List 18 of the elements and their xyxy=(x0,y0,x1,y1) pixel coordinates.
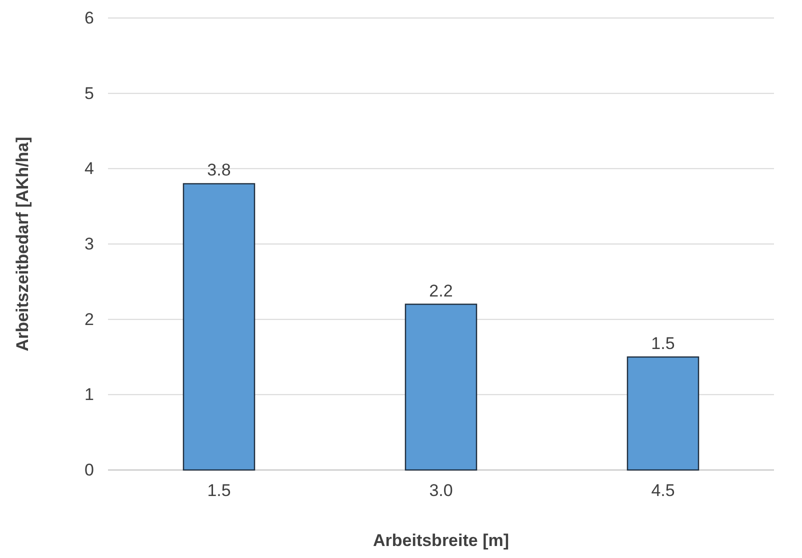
x-tick-label: 4.5 xyxy=(651,481,675,500)
y-tick-label: 3 xyxy=(84,234,94,254)
y-tick-label: 5 xyxy=(84,84,94,103)
x-tick-label: 3.0 xyxy=(429,481,453,500)
y-tick-label: 4 xyxy=(84,159,94,178)
y-tick-label: 6 xyxy=(84,8,94,28)
y-tick-label: 0 xyxy=(84,460,94,480)
y-tick-label: 1 xyxy=(84,385,94,404)
y-axis-title: Arbeitszeitbedarf [AKh/ha] xyxy=(13,136,32,352)
bar xyxy=(626,356,700,471)
bar xyxy=(404,304,478,471)
y-tick-label: 2 xyxy=(84,310,94,329)
x-axis-title: Arbeitsbreite [m] xyxy=(372,531,510,550)
data-label: 3.8 xyxy=(207,160,231,180)
bar xyxy=(182,183,256,471)
x-tick-label: 1.5 xyxy=(207,481,231,500)
data-label: 2.2 xyxy=(429,281,453,300)
data-label: 1.5 xyxy=(651,334,675,353)
